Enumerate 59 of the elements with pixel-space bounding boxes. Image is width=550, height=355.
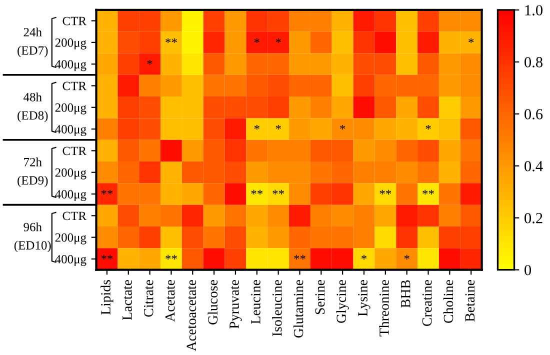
y-tick-label: 400μg: [55, 254, 86, 266]
data-label: **: [166, 254, 177, 260]
y-tick-label: 200μg: [55, 168, 86, 180]
x-tick-label: Glucose: [208, 280, 218, 324]
y-tick-label: CTR: [62, 146, 87, 156]
color-bar-label: 1.0: [525, 5, 542, 16]
x-tick-label: Citrate: [144, 280, 154, 317]
data-label: *: [468, 38, 474, 43]
x-tick-label: BHB: [401, 280, 410, 308]
y-tick-label: 200μg: [55, 38, 86, 50]
color-bar-label: 0.2: [524, 212, 542, 224]
color-bar-label: 0.4: [524, 160, 543, 172]
x-tick-label: Acetate: [165, 280, 175, 322]
x-tick-label: Choline: [443, 280, 454, 323]
data-label: **: [422, 190, 434, 194]
x-tick-label: Lipids: [100, 280, 114, 315]
color-bar-label: 0: [524, 264, 532, 276]
data-label: **: [272, 190, 284, 194]
text: 24h (ED7): [18, 28, 48, 58]
y-tick-label: CTR: [62, 212, 87, 220]
data-label: *: [147, 60, 152, 65]
text: 72h (ED9): [18, 158, 48, 188]
data-label: *: [404, 254, 410, 260]
y-tick-label: CTR: [62, 82, 87, 90]
x-tick-label: Lysine: [358, 280, 370, 316]
y-tick-label: 200μg: [55, 103, 86, 114]
data-label: *: [426, 124, 431, 130]
data-label: **: [251, 190, 263, 194]
data-label: **: [101, 254, 113, 260]
text: 96h (ED10): [14, 222, 51, 252]
x-tick-label: Pyruvate: [230, 280, 242, 328]
text: 48h (ED8): [18, 92, 48, 122]
y-tick-label: 200μg: [55, 233, 86, 244]
data-label: *: [361, 254, 367, 260]
x-tick-label: Leucine: [251, 280, 260, 324]
x-tick-label: Glutamine: [293, 280, 304, 338]
y-tick-label: 400μg: [55, 190, 86, 202]
data-label: *: [340, 124, 346, 130]
y-tick-label: 400μg: [55, 125, 86, 136]
data-label: **: [166, 38, 177, 43]
data-label: **: [380, 190, 392, 194]
data-label: *: [276, 38, 281, 43]
x-tick-label: Serine: [315, 280, 325, 314]
y-tick-label: CTR: [62, 16, 87, 26]
x-tick-label: Acetoacetate: [186, 280, 196, 352]
color-bar-label: 0.8: [524, 57, 542, 68]
data-label: *: [254, 124, 260, 130]
x-tick-label: Lactate: [122, 280, 132, 320]
data-label: **: [101, 190, 113, 194]
data-label: *: [276, 124, 281, 130]
y-tick-label: 400μg: [55, 60, 86, 72]
x-tick-label: Betaine: [465, 280, 475, 322]
color-bar-label: 0.6: [524, 109, 543, 120]
x-tick-label: Glycine: [336, 280, 349, 323]
x-tick-label: Creatine: [422, 280, 432, 326]
data-label: *: [254, 38, 260, 43]
x-tick-label: Isoleucine: [272, 280, 282, 336]
data-label: **: [294, 254, 306, 260]
x-tick-label: Threonine: [379, 280, 389, 336]
